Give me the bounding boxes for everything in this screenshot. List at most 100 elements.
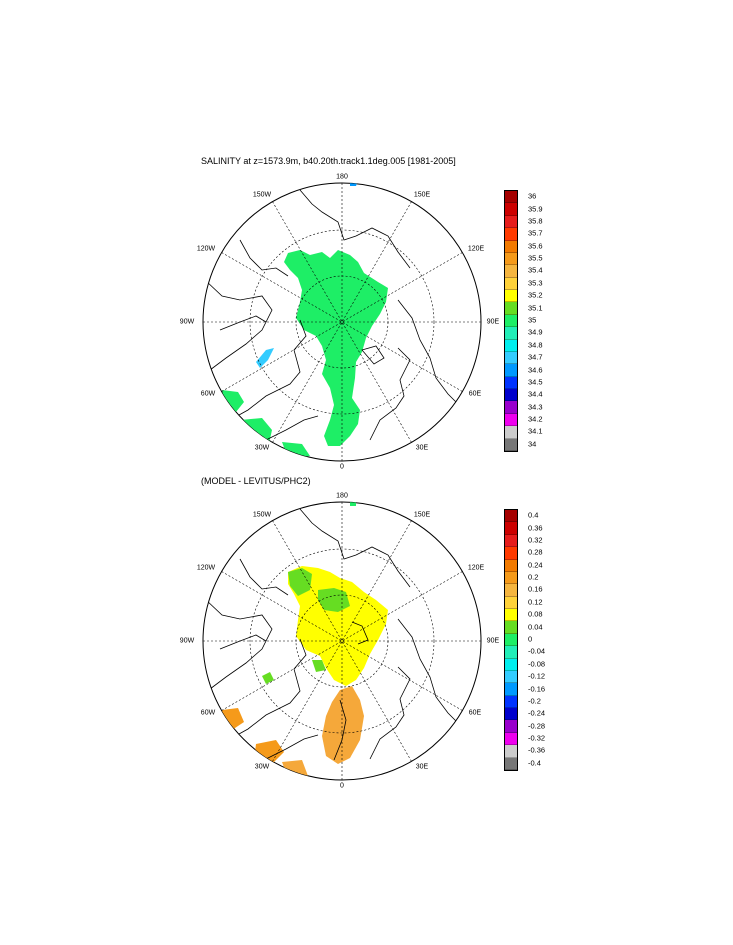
- colorbar-tick-label: 35.7: [528, 228, 543, 238]
- colorbar-tick-label: -0.08: [528, 659, 546, 669]
- colorbar-swatch: [505, 290, 517, 303]
- colorbar-tick-label: 34: [528, 439, 537, 449]
- panel1-field-cyan: [256, 348, 274, 368]
- panel1-lon-90w: 90W: [179, 318, 195, 326]
- panel2-lon-90w: 90W: [179, 637, 195, 645]
- colorbar-swatch: [505, 215, 517, 229]
- panel1-lon-150e: 150E: [413, 191, 431, 199]
- panel2-lon-90e: 90E: [486, 637, 500, 645]
- colorbar-swatch: [505, 708, 517, 721]
- panel2-lon-30e: 30E: [415, 763, 429, 771]
- colorbar-tick-label: -0.2: [528, 696, 541, 706]
- panel2-diff-green3: [312, 660, 326, 672]
- panel1-lon-120e: 120E: [467, 245, 485, 253]
- colorbar-tick-label: 0.12: [528, 597, 543, 607]
- panel1-lon-150w: 150W: [252, 191, 272, 199]
- panel2-lon-150e: 150E: [413, 511, 431, 519]
- colorbar-swatch: [505, 745, 517, 758]
- colorbar-swatch: [505, 670, 517, 684]
- panel1-lon-30e: 30E: [415, 444, 429, 452]
- colorbar-swatch: [505, 401, 517, 414]
- colorbar-tick-label: 34.9: [528, 327, 543, 337]
- panel1-lon-30w: 30W: [254, 444, 270, 452]
- colorbar-tick-label: 35.2: [528, 290, 543, 300]
- colorbar-swatch: [505, 621, 517, 634]
- colorbar-swatch: [505, 413, 517, 427]
- colorbar-tick-label: 0.08: [528, 609, 543, 619]
- colorbar-tick-label: 0.4: [528, 510, 539, 520]
- colorbar-tick-label: 34.2: [528, 414, 543, 424]
- panel1-lon-0: 0: [340, 463, 344, 471]
- colorbar-tick-label: -0.32: [528, 733, 546, 743]
- colorbar-tick-label: 34.7: [528, 352, 543, 362]
- colorbar-swatch: [505, 584, 517, 597]
- colorbar-swatch: [505, 646, 517, 659]
- colorbar-tick-label: 36: [528, 191, 537, 201]
- colorbar-tick-label: 35.3: [528, 278, 543, 288]
- panel2-lon-150w: 150W: [252, 511, 272, 519]
- colorbar-tick-label: 0.28: [528, 547, 543, 557]
- colorbar-tick-label: 34.8: [528, 340, 543, 350]
- colorbar-swatch: [505, 228, 517, 241]
- panel2-diff-top: [350, 502, 356, 506]
- panel2-lon-30w: 30W: [254, 763, 270, 771]
- colorbar-tick-label: 34.4: [528, 389, 543, 399]
- colorbar-tick-label: -0.24: [528, 708, 546, 718]
- colorbar-tick-label: 35.5: [528, 253, 543, 263]
- colorbar-tick-label: -0.36: [528, 745, 546, 755]
- colorbar-swatch: [505, 596, 517, 609]
- colorbar-swatch: [505, 683, 517, 696]
- panel2-diff-orange: [322, 686, 364, 764]
- colorbar-tick-label: 34.6: [528, 365, 543, 375]
- colorbar-swatch: [505, 510, 517, 523]
- panel1-coastlines: [204, 189, 461, 441]
- colorbar-swatch: [505, 191, 517, 204]
- colorbar-tick-label: 0.36: [528, 523, 543, 533]
- panel1-salinity-field: [284, 250, 388, 446]
- panel1-graticule: [203, 183, 481, 461]
- colorbar-tick-label: 35.1: [528, 303, 543, 313]
- colorbar-tick-label: -0.28: [528, 721, 546, 731]
- colorbar-swatch: [505, 522, 517, 535]
- panel1-lon-90e: 90E: [486, 318, 500, 326]
- panel2-map: [202, 501, 482, 781]
- panel2-diff-field: [288, 566, 388, 686]
- colorbar-swatch: [505, 658, 517, 671]
- colorbar-swatch: [505, 732, 517, 746]
- colorbar-swatch: [505, 351, 517, 365]
- panel1-lon-120w: 120W: [196, 245, 216, 253]
- colorbar-swatch: [505, 277, 517, 290]
- colorbar-tick-label: 35.8: [528, 216, 543, 226]
- colorbar-tick-label: 0.2: [528, 572, 539, 582]
- colorbar-swatch: [505, 757, 517, 770]
- colorbar-swatch: [505, 240, 517, 253]
- colorbar-swatch: [505, 571, 517, 585]
- colorbar-tick-label: 34.5: [528, 377, 543, 387]
- colorbar-swatch: [505, 314, 517, 328]
- colorbar-tick-label: 0.16: [528, 584, 543, 594]
- colorbar-swatch: [505, 438, 517, 451]
- colorbar-swatch: [505, 265, 517, 278]
- colorbar-tick-label: 34.1: [528, 426, 543, 436]
- colorbar-tick-label: 35.9: [528, 204, 543, 214]
- colorbar-tick-label: -0.04: [528, 646, 546, 656]
- colorbar-swatch: [505, 547, 517, 560]
- panel2-graticule: [203, 502, 481, 780]
- panel2-lon-60w: 60W: [200, 709, 216, 717]
- panel2-coastlines: [204, 508, 461, 761]
- panel2-diff-green4: [262, 672, 274, 684]
- panel2-lon-120e: 120E: [467, 564, 485, 572]
- colorbar-tick-label: 0.24: [528, 560, 543, 570]
- colorbar-tick-label: -0.12: [528, 671, 546, 681]
- colorbar-swatch: [505, 339, 517, 352]
- panel2-title: (MODEL - LEVITUS/PHC2): [201, 476, 311, 486]
- colorbar-swatch: [505, 389, 517, 402]
- panel2-diff-green1: [288, 568, 312, 596]
- colorbar-tick-label: 0.04: [528, 622, 543, 632]
- panel2-lon-0: 0: [340, 782, 344, 790]
- panel1-lon-60w: 60W: [200, 390, 216, 398]
- colorbar-swatch: [505, 633, 517, 647]
- colorbar-tick-label: 35.4: [528, 265, 543, 275]
- panel2-lon-60e: 60E: [468, 709, 482, 717]
- colorbar-swatch: [505, 252, 517, 266]
